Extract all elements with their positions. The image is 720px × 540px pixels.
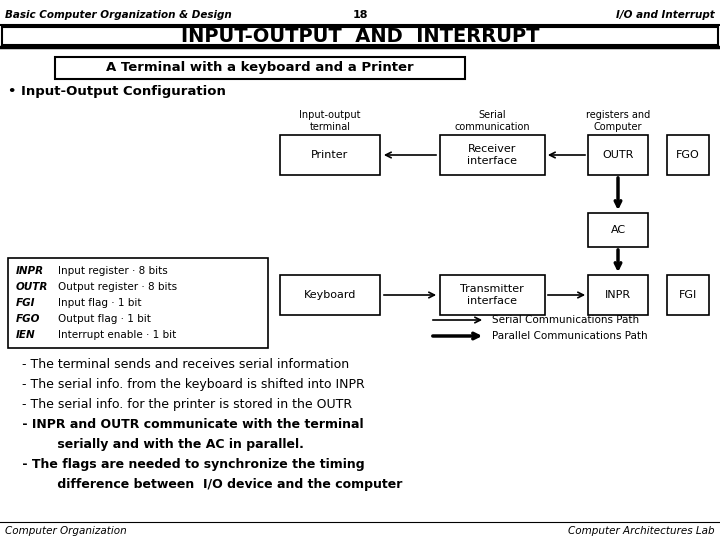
Text: Output register · 8 bits: Output register · 8 bits [58,282,177,292]
Text: FGI: FGI [16,298,35,308]
Text: Output flag · 1 bit: Output flag · 1 bit [58,314,151,324]
Text: INPR: INPR [16,266,44,276]
Text: - The terminal sends and receives serial information: - The terminal sends and receives serial… [18,358,349,371]
Text: Computer Architectures Lab: Computer Architectures Lab [568,526,715,536]
Text: - The serial info. for the printer is stored in the OUTR: - The serial info. for the printer is st… [18,398,352,411]
Text: IEN: IEN [16,330,35,340]
Bar [667,135,709,175]
Bar [667,275,709,315]
Text: - The serial info. from the keyboard is shifted into INPR: - The serial info. from the keyboard is … [18,378,365,391]
Text: Basic Computer Organization & Design: Basic Computer Organization & Design [5,10,232,20]
Bar [588,275,648,315]
Text: difference between  I/O device and the computer: difference between I/O device and the co… [18,478,402,491]
Text: Interrupt enable · 1 bit: Interrupt enable · 1 bit [58,330,176,340]
Text: - The flags are needed to synchronize the timing: - The flags are needed to synchronize th… [18,458,364,471]
Text: FGO: FGO [16,314,40,324]
Text: serially and with the AC in parallel.: serially and with the AC in parallel. [18,438,304,451]
Bar [55,57,465,79]
Text: • Input-Output Configuration: • Input-Output Configuration [8,85,226,98]
Text: FGI: FGI [679,290,697,300]
Text: Serial Communications Path: Serial Communications Path [492,315,639,325]
Bar [588,213,648,247]
Text: registers and
Computer
flip-flops: registers and Computer flip-flops [586,110,650,145]
Text: A Terminal with a keyboard and a Printer: A Terminal with a keyboard and a Printer [106,62,414,75]
Text: 18: 18 [352,10,368,20]
Text: - INPR and OUTR communicate with the terminal: - INPR and OUTR communicate with the ter… [18,418,364,431]
Text: FGO: FGO [676,150,700,160]
Bar [280,275,380,315]
Text: AC: AC [611,225,626,235]
Text: Parallel Communications Path: Parallel Communications Path [492,331,647,341]
Bar [439,275,544,315]
Text: Receiver
interface: Receiver interface [467,144,517,166]
Text: Serial
communication
interface: Serial communication interface [454,110,530,145]
Text: Keyboard: Keyboard [304,290,356,300]
Text: Transmitter
interface: Transmitter interface [460,284,524,306]
Text: INPR: INPR [605,290,631,300]
Text: Printer: Printer [311,150,348,160]
Text: OUTR: OUTR [16,282,48,292]
Text: Input flag · 1 bit: Input flag · 1 bit [58,298,142,308]
Bar [280,135,380,175]
Text: Input-output
terminal: Input-output terminal [300,110,361,132]
Text: INPUT-OUTPUT  AND  INTERRUPT: INPUT-OUTPUT AND INTERRUPT [181,26,539,45]
Text: I/O and Interrupt: I/O and Interrupt [616,10,715,20]
Bar [439,135,544,175]
Text: OUTR: OUTR [603,150,634,160]
Bar [588,135,648,175]
Text: Computer Organization: Computer Organization [5,526,127,536]
Bar [8,258,268,348]
Bar [2,27,718,45]
Text: Input register · 8 bits: Input register · 8 bits [58,266,168,276]
